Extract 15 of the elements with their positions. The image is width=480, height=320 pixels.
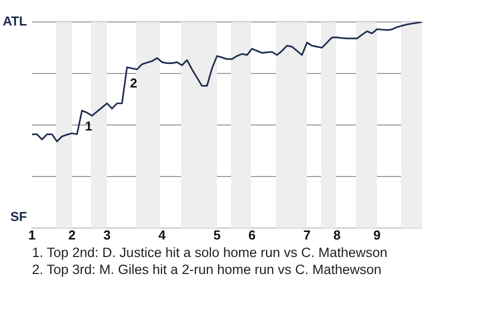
x-tick-label: 8 xyxy=(333,227,341,242)
x-tick-label: 3 xyxy=(103,227,111,242)
x-tick-label: 7 xyxy=(303,227,311,242)
annotation: 2 xyxy=(130,75,138,90)
text: 2. Top 3rd: M. Giles hit a 2-run home run vs C. Mathewson xyxy=(32,261,382,278)
x-tick-label: 6 xyxy=(248,227,256,242)
text: ATL xyxy=(2,14,28,29)
annotation: 1 xyxy=(85,118,92,134)
x-tick-label: 1 xyxy=(28,227,36,242)
text: 1. Top 2nd: D. Justice hit a solo home run vs C. Mathewson xyxy=(32,244,388,261)
x-tick-label: 2 xyxy=(68,227,76,242)
x-tick-label: 4 xyxy=(158,227,166,242)
x-tick-label: 9 xyxy=(373,227,381,242)
text: SF xyxy=(10,209,28,224)
x-tick-label: 5 xyxy=(213,227,221,242)
